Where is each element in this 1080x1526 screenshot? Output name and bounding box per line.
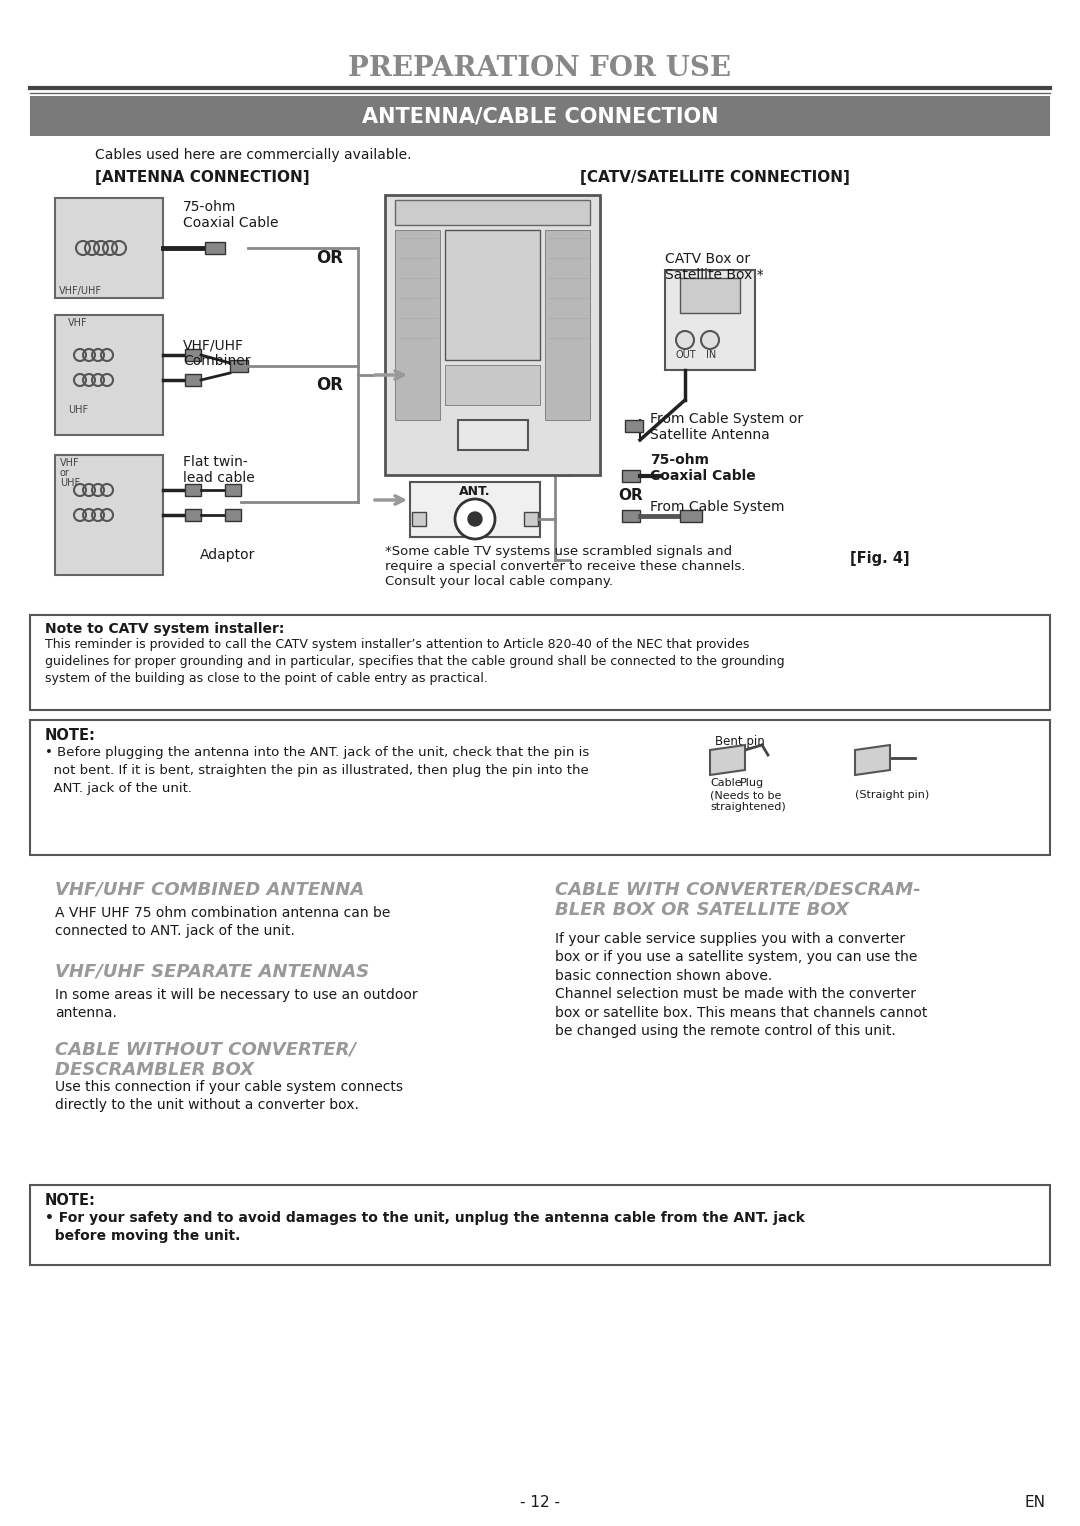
Bar xyxy=(411,513,426,526)
Text: IN: IN xyxy=(706,349,716,360)
Bar xyxy=(30,720,1050,855)
Text: or: or xyxy=(60,468,70,478)
Text: (Straight pin): (Straight pin) xyxy=(855,790,929,800)
Bar xyxy=(395,200,590,224)
Text: OR: OR xyxy=(618,488,643,504)
Text: Bent pin: Bent pin xyxy=(715,736,765,748)
Text: OR: OR xyxy=(316,249,343,267)
Bar xyxy=(55,314,163,435)
Text: CABLE WITH CONVERTER/DESCRAM-
BLER BOX OR SATELLITE BOX: CABLE WITH CONVERTER/DESCRAM- BLER BOX O… xyxy=(555,881,920,919)
Bar xyxy=(384,195,600,475)
Bar xyxy=(185,349,201,362)
Text: PREPARATION FOR USE: PREPARATION FOR USE xyxy=(349,55,731,81)
Text: If your cable service supplies you with a converter
box or if you use a satellit: If your cable service supplies you with … xyxy=(555,932,928,1038)
Text: Flat twin-
lead cable: Flat twin- lead cable xyxy=(183,455,255,485)
Text: EN: EN xyxy=(1024,1495,1045,1511)
Bar xyxy=(185,484,201,496)
Text: VHF/UHF COMBINED ANTENNA: VHF/UHF COMBINED ANTENNA xyxy=(55,881,364,897)
Bar xyxy=(458,420,528,450)
Bar xyxy=(665,270,755,369)
Text: Plug: Plug xyxy=(740,778,765,787)
Text: UHF: UHF xyxy=(60,478,80,488)
Circle shape xyxy=(676,331,694,349)
Text: OUT: OUT xyxy=(675,349,696,360)
Text: From Cable System or
Satellite Antenna: From Cable System or Satellite Antenna xyxy=(650,412,804,443)
Text: *Some cable TV systems use scrambled signals and
require a special converter to : *Some cable TV systems use scrambled sig… xyxy=(384,545,745,588)
Text: VHF: VHF xyxy=(68,317,87,328)
Text: VHF: VHF xyxy=(60,458,80,468)
Text: Note to CATV system installer:: Note to CATV system installer: xyxy=(45,623,284,636)
Bar xyxy=(680,278,740,313)
Text: • Before plugging the antenna into the ANT. jack of the unit, check that the pin: • Before plugging the antenna into the A… xyxy=(45,746,590,795)
Bar xyxy=(30,96,1050,136)
Text: ANTENNA/CABLE CONNECTION: ANTENNA/CABLE CONNECTION xyxy=(362,105,718,127)
Text: - 12 -: - 12 - xyxy=(519,1495,561,1511)
Bar xyxy=(225,510,241,520)
Text: Cables used here are commercially available.: Cables used here are commercially availa… xyxy=(95,148,411,162)
Bar xyxy=(55,198,163,298)
Bar xyxy=(622,510,640,522)
Text: OR: OR xyxy=(316,375,343,394)
Text: [CATV/SATELLITE CONNECTION]: [CATV/SATELLITE CONNECTION] xyxy=(580,169,850,185)
Bar xyxy=(524,513,538,526)
Bar xyxy=(410,482,540,537)
Circle shape xyxy=(701,331,719,349)
Bar xyxy=(545,230,590,420)
Bar xyxy=(625,420,643,432)
Text: VHF/UHF
Combiner: VHF/UHF Combiner xyxy=(183,337,251,368)
Bar xyxy=(205,243,225,253)
Text: 75-ohm
Coaxial Cable: 75-ohm Coaxial Cable xyxy=(650,453,756,484)
Bar xyxy=(230,360,248,372)
Polygon shape xyxy=(855,745,890,775)
Text: ANT.: ANT. xyxy=(459,485,490,497)
Bar xyxy=(30,615,1050,710)
Text: UHF: UHF xyxy=(68,404,89,415)
Bar xyxy=(622,470,640,482)
Bar xyxy=(185,510,201,520)
Text: VHF/UHF: VHF/UHF xyxy=(58,285,102,296)
Bar xyxy=(395,230,440,420)
Text: • For your safety and to avoid damages to the unit, unplug the antenna cable fro: • For your safety and to avoid damages t… xyxy=(45,1212,805,1244)
Text: CATV Box or
Satellite Box *: CATV Box or Satellite Box * xyxy=(665,252,764,282)
Bar xyxy=(445,365,540,404)
Bar xyxy=(680,510,702,522)
Polygon shape xyxy=(710,745,745,775)
Bar xyxy=(225,484,241,496)
Text: NOTE:: NOTE: xyxy=(45,1193,96,1209)
Text: [Fig. 4]: [Fig. 4] xyxy=(850,551,909,566)
Circle shape xyxy=(455,499,495,539)
Text: VHF/UHF SEPARATE ANTENNAS: VHF/UHF SEPARATE ANTENNAS xyxy=(55,961,369,980)
Text: From Cable System: From Cable System xyxy=(650,501,784,514)
Text: Adaptor: Adaptor xyxy=(200,548,255,562)
Text: This reminder is provided to call the CATV system installer’s attention to Artic: This reminder is provided to call the CA… xyxy=(45,638,785,685)
Bar xyxy=(185,374,201,386)
Text: A VHF UHF 75 ohm combination antenna can be
connected to ANT. jack of the unit.: A VHF UHF 75 ohm combination antenna can… xyxy=(55,906,390,938)
Text: In some areas it will be necessary to use an outdoor
antenna.: In some areas it will be necessary to us… xyxy=(55,987,418,1021)
Text: CABLE WITHOUT CONVERTER/
DESCRAMBLER BOX: CABLE WITHOUT CONVERTER/ DESCRAMBLER BOX xyxy=(55,1041,356,1079)
Bar xyxy=(445,230,540,360)
Text: Cable: Cable xyxy=(710,778,742,787)
Text: [ANTENNA CONNECTION]: [ANTENNA CONNECTION] xyxy=(95,169,310,185)
Circle shape xyxy=(468,513,482,526)
Text: 75-ohm
Coaxial Cable: 75-ohm Coaxial Cable xyxy=(183,200,279,230)
Bar xyxy=(30,1186,1050,1265)
Text: (Needs to be
straightened): (Needs to be straightened) xyxy=(710,790,786,812)
Text: Use this connection if your cable system connects
directly to the unit without a: Use this connection if your cable system… xyxy=(55,1080,403,1112)
Text: NOTE:: NOTE: xyxy=(45,728,96,743)
Bar xyxy=(55,455,163,575)
